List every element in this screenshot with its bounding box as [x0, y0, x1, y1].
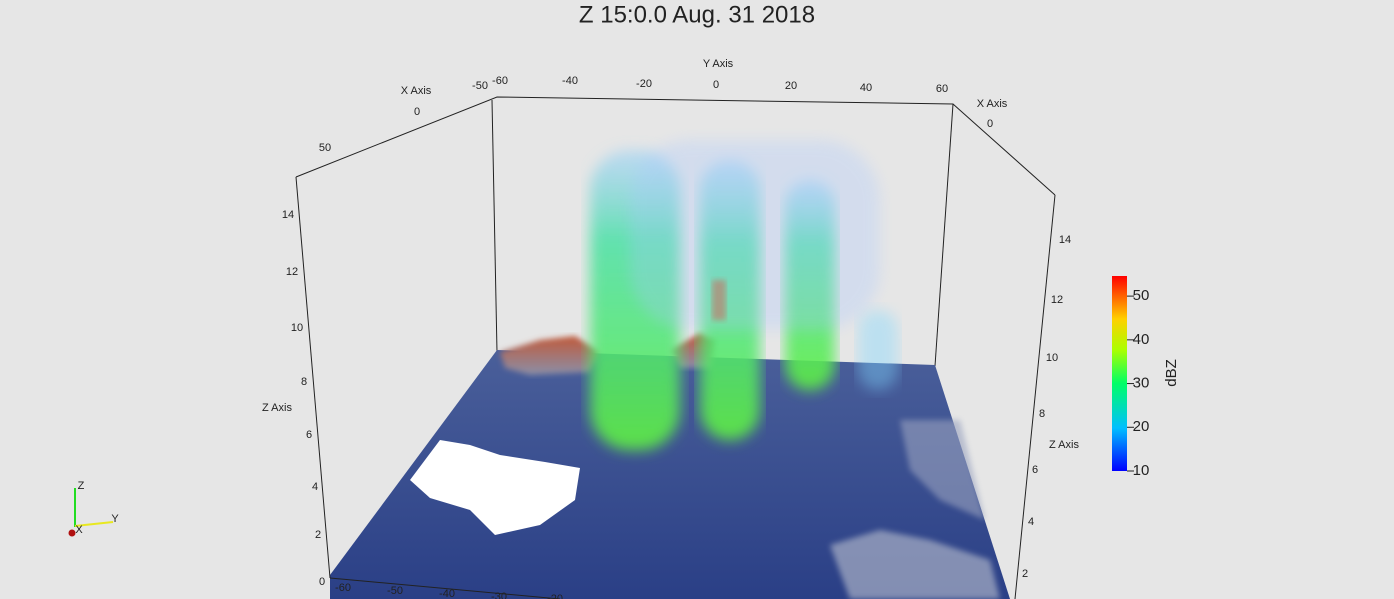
y-axis-bottom	[329, 577, 561, 599]
axis-tick-label: 8	[1039, 408, 1045, 420]
axis-tick-label: 14	[282, 209, 294, 221]
colorbar	[1112, 276, 1127, 471]
anvil	[630, 140, 880, 330]
box-top	[295, 96, 1056, 196]
axis-tick-label: 4	[312, 481, 318, 493]
orientation-label: X	[75, 524, 83, 536]
axis-tick-label: 14	[1059, 234, 1071, 246]
axis-tick-label: -40	[562, 75, 578, 87]
axis-tick-label: 10	[1046, 352, 1058, 364]
axis-tick-label: 12	[1051, 294, 1063, 306]
island	[410, 440, 580, 535]
axis-title: Y Axis	[703, 58, 734, 70]
axis-tick-label: 2	[315, 529, 321, 541]
terrain	[330, 350, 1010, 599]
colorbar-tick-label: 50	[1133, 287, 1150, 304]
axis-y	[74, 521, 114, 527]
axis-tick-label: 6	[306, 429, 312, 441]
colorbar-tick-label: 40	[1133, 331, 1150, 348]
axis-tick-label: -30	[491, 591, 507, 599]
axis-title: Z Axis	[1049, 439, 1079, 451]
axis-tick-label: 50	[319, 142, 331, 154]
axis-tick-label: -20	[547, 593, 563, 599]
z-axis-left	[295, 176, 331, 579]
box-edge	[934, 103, 954, 367]
orientation-label: Y	[111, 513, 119, 525]
colorbar-tick-label: 30	[1133, 375, 1150, 392]
axis-tick-label: -50	[472, 80, 488, 92]
terrain-patch	[830, 530, 1000, 599]
orientation-axes: Z Y X	[68, 480, 119, 537]
mountains	[500, 336, 600, 375]
axis-tick-label: 0	[987, 118, 993, 130]
axis-tick-label: 0	[713, 79, 719, 91]
orientation-label: Z	[78, 480, 85, 492]
axis-title: X Axis	[401, 85, 432, 97]
axis-title: X Axis	[977, 98, 1008, 110]
axis-tick-label: 4	[1028, 516, 1034, 528]
axis-tick-label: -60	[492, 75, 508, 87]
axis-tick-label: 8	[301, 376, 307, 388]
axis-x	[68, 529, 76, 537]
axis-title: Z Axis	[262, 402, 292, 414]
box-edge	[491, 99, 498, 353]
title: Z 15:0.0 Aug. 31 2018	[579, 1, 815, 28]
axis-tick-label: 12	[286, 266, 298, 278]
axis-tick-label: 0	[319, 576, 325, 588]
axis-tick-label: 6	[1032, 464, 1038, 476]
axis-tick-label: 10	[291, 322, 303, 334]
axis-tick-label: -40	[439, 588, 455, 599]
terrain-patch	[900, 420, 985, 520]
axis-tick-label: 2	[1022, 568, 1028, 580]
axis-tick-label: -60	[335, 582, 351, 594]
axis-tick-label: -50	[387, 585, 403, 597]
colorbar-label: dBZ	[1163, 359, 1180, 387]
axis-tick-label: 60	[936, 83, 948, 95]
axis-tick-label: 0	[414, 106, 420, 118]
storm-cell	[858, 310, 898, 390]
axis-tick-label: 40	[860, 82, 872, 94]
colorbar-tick-label: 20	[1133, 418, 1150, 435]
colorbar-tick-label: 10	[1133, 462, 1150, 479]
axis-tick-label: 20	[785, 80, 797, 92]
z-axis-right	[1014, 194, 1056, 599]
axis-tick-label: -20	[636, 78, 652, 90]
